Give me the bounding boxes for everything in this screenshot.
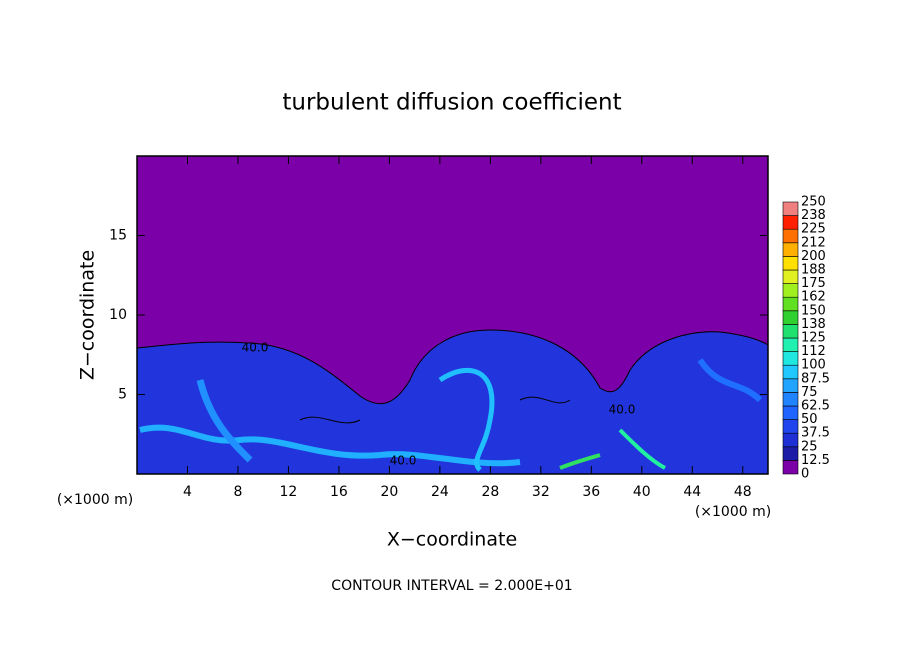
y-tick-label: 15 [109,228,127,244]
colorbar-box [782,392,799,407]
colorbar-label: 100 [801,358,826,373]
x-tick-label: 36 [582,484,600,500]
x-tick-label: 20 [380,484,398,500]
colorbar-box [782,310,799,325]
colorbar-label: 188 [801,263,826,278]
contour-label: 40.0 [242,341,269,355]
x-tick-label: 4 [183,484,192,500]
colorbar-label: 238 [801,208,826,223]
contour-label: 40.0 [609,403,636,417]
colorbar-box [782,242,799,257]
colorbar-label: 225 [801,222,826,237]
colorbar-box [782,419,799,434]
x-axis-label: X−coordinate [387,529,517,551]
x-tick-label: 12 [280,484,298,500]
colorbar-box [782,405,799,420]
colorbar-box [782,215,799,230]
colorbar-label: 0 [801,467,809,482]
colorbar-label: 250 [801,195,826,210]
colorbar-label: 87.5 [801,371,830,386]
streak [438,368,495,472]
streak [697,358,763,403]
streak [196,379,253,463]
colorbar-label: 150 [801,303,826,318]
colorbar-box [782,296,799,312]
colorbar-label: 175 [801,276,826,291]
x-tick-label: 48 [734,484,752,500]
x-tick-label: 24 [431,484,449,500]
colorbar-box [782,460,799,475]
colorbar-box [782,228,799,244]
streak [139,424,521,467]
colorbar-box [782,201,799,216]
colorbar-box [782,337,799,352]
contour [519,396,571,404]
streak [618,428,666,470]
contour-label: 40.0 [390,454,417,468]
colorbar-box [782,269,799,284]
contour [299,416,361,424]
colorbar-label: 212 [801,235,826,250]
footer-note: CONTOUR INTERVAL = 2.000E+01 [331,578,572,594]
x-tick-label: 44 [683,484,701,500]
x-tick-label: 8 [233,484,242,500]
x-unit-label: (×1000 m) [695,504,771,520]
colorbar-label: 37.5 [801,426,830,441]
colorbar-label: 125 [801,331,826,346]
colorbar-label: 138 [801,317,826,332]
x-tick-label: 32 [532,484,550,500]
streak [559,453,601,470]
x-tick-label: 16 [330,484,348,500]
colorbar-label: 50 [801,412,818,427]
x-tick-label: 28 [481,484,499,500]
y-axis-label: Z−coordinate [77,250,99,380]
colorbar-label: 62.5 [801,399,830,414]
chart-title: turbulent diffusion coefficient [282,90,621,116]
y-tick-label: 5 [118,387,127,403]
colorbar-label: 12.5 [801,453,830,468]
colorbar-box [782,256,799,271]
colorbar-label: 75 [801,385,818,400]
colorbar-label: 25 [801,439,818,454]
colorbar-box [782,283,799,298]
x-tick-label: 40 [633,484,651,500]
y-tick-label: 10 [109,307,127,323]
turbulent-layer [136,329,769,475]
colorbar-label: 200 [801,249,826,264]
colorbar-box [782,364,799,380]
colorbar-label: 162 [801,290,826,305]
colorbar-box [782,351,799,366]
colorbar-label: 112 [801,344,826,359]
field: 40.0 40.0 40.0 [136,156,769,475]
colorbar-box [782,324,799,339]
colorbar-box [782,378,799,393]
x-unit-label: (×1000 m) [57,492,133,508]
colorbar-box [782,446,799,461]
colorbar-box [782,432,799,448]
